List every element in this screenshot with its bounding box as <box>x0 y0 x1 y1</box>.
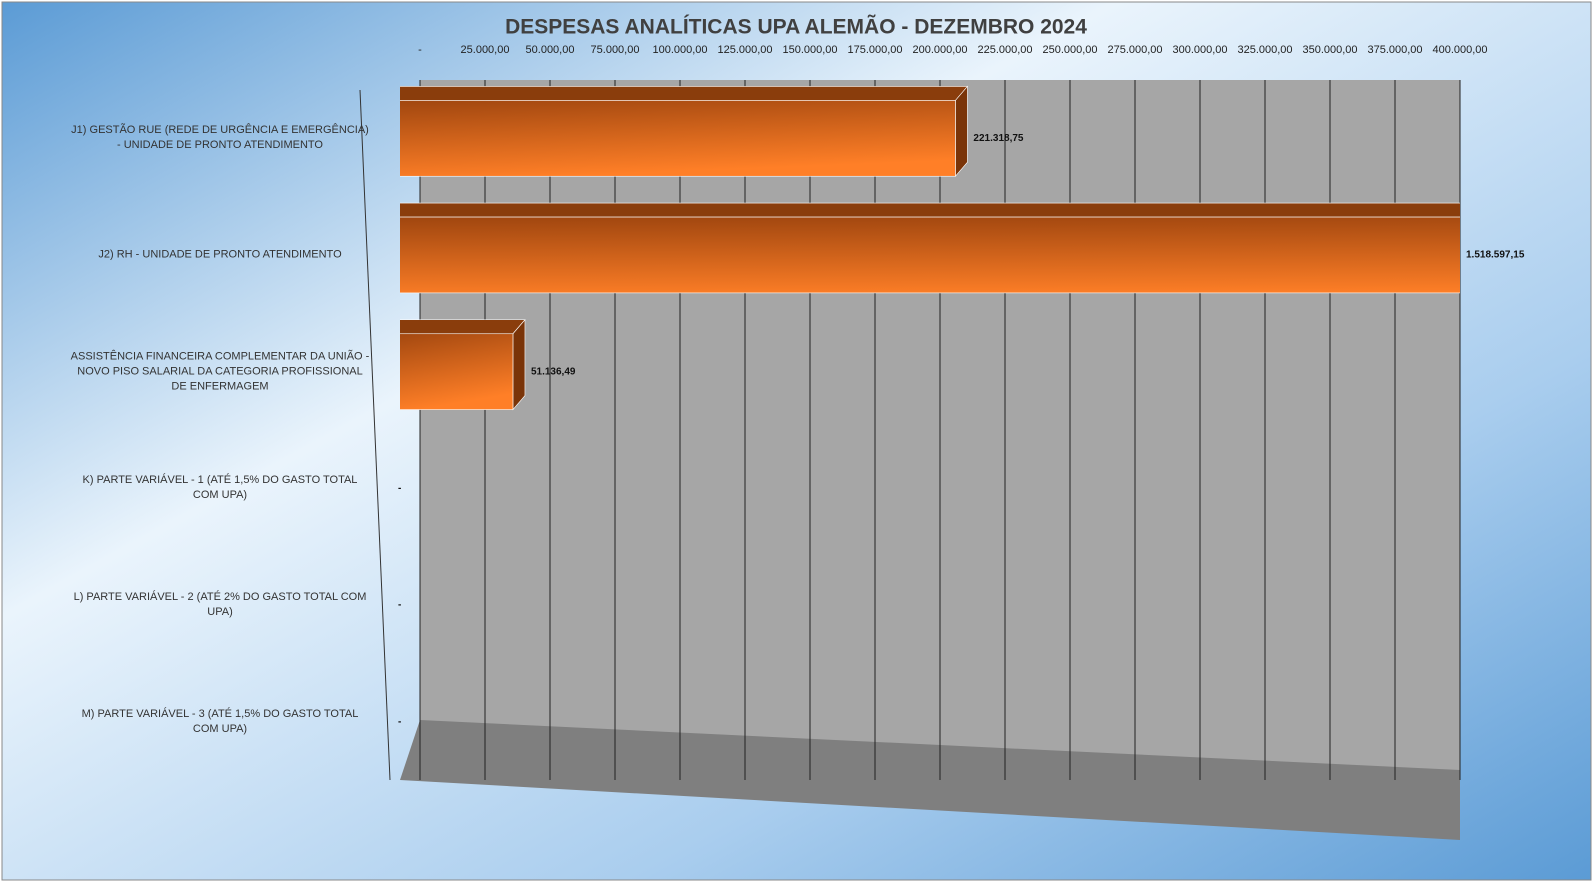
bar <box>400 100 956 177</box>
y-tick-label: J2) RH - UNIDADE DE PRONTO ATENDIMENTO <box>98 248 342 261</box>
data-label: - <box>398 483 401 494</box>
x-tick-label: 100.000,00 <box>652 44 707 56</box>
x-tick-label: - <box>418 44 422 56</box>
x-tick-label: 175.000,00 <box>847 44 902 56</box>
x-tick-label: 325.000,00 <box>1237 44 1292 56</box>
x-tick-label: 400.000,00 <box>1432 44 1487 56</box>
y-tick-label: K) PARTE VARIÁVEL - 1 (ATÉ 1,5% DO GASTO… <box>82 474 358 502</box>
y-axis-line <box>359 89 391 781</box>
x-tick-label: 300.000,00 <box>1172 44 1227 56</box>
plot-floor <box>400 720 1460 840</box>
x-tick-label: 375.000,00 <box>1367 44 1422 56</box>
x-tick-label: 125.000,00 <box>717 44 772 56</box>
bar-side <box>512 318 526 411</box>
bars <box>400 85 1460 411</box>
x-tick-label: 275.000,00 <box>1107 44 1162 56</box>
x-tick-label: 200.000,00 <box>912 44 967 56</box>
data-label: - <box>398 600 401 611</box>
bar <box>400 333 514 410</box>
data-label: 51.136,49 <box>531 366 576 377</box>
bar-top <box>400 202 1460 218</box>
y-tick-label: L) PARTE VARIÁVEL - 2 (ATÉ 2% DO GASTO T… <box>73 591 367 618</box>
y-tick-label: ASSISTÊNCIA FINANCEIRA COMPLEMENTAR DA U… <box>70 350 370 393</box>
data-label: - <box>398 716 401 727</box>
x-tick-label: 75.000,00 <box>591 44 640 56</box>
y-tick-label: M) PARTE VARIÁVEL - 3 (ATÉ 1,5% DO GASTO… <box>81 707 359 735</box>
bar-side <box>955 85 968 178</box>
bar-top <box>400 319 526 335</box>
x-tick-label: 150.000,00 <box>782 44 837 56</box>
x-tick-label: 25.000,00 <box>461 44 510 56</box>
y-tick-label: J1) GESTÃO RUE (REDE DE URGÊNCIA E EMERG… <box>71 124 369 152</box>
x-tick-label: 225.000,00 <box>977 44 1032 56</box>
bar <box>400 216 1460 294</box>
bar-top <box>400 86 969 101</box>
chart-title: DESPESAS ANALÍTICAS UPA ALEMÃO - DEZEMBR… <box>505 16 1087 39</box>
data-label: 221.318,75 <box>973 133 1023 144</box>
data-label: 1.518.597,15 <box>1466 250 1525 261</box>
x-tick-label: 350.000,00 <box>1302 44 1357 56</box>
x-tick-label: 250.000,00 <box>1042 44 1097 56</box>
x-tick-label: 50.000,00 <box>526 44 575 56</box>
